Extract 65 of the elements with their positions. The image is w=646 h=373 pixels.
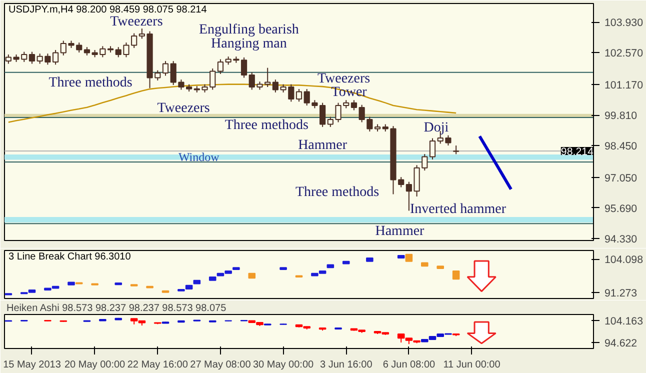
y-tick-label: 102.570 xyxy=(604,48,644,60)
y-tick-label: 97.050 xyxy=(604,172,638,184)
bar xyxy=(68,282,75,286)
bar xyxy=(193,280,201,284)
candlestick xyxy=(350,100,358,111)
bar xyxy=(326,264,334,268)
y-tick-label: 104.098 xyxy=(604,254,644,266)
y-tick-label: 101.170 xyxy=(604,79,644,92)
y-tick-label: 98.450 xyxy=(604,140,638,153)
bar xyxy=(405,254,413,262)
candlestick xyxy=(366,116,373,132)
annotation: Tweezers xyxy=(317,71,370,86)
chart-title: Heiken Ashi 98.573 98.237 98.237 98.573 98.075 xyxy=(6,303,227,314)
y-tick-label: 99.810 xyxy=(604,110,638,122)
x-tick-label: 3 Jun 16:00 xyxy=(320,360,373,370)
candlestick xyxy=(335,102,342,123)
x-tick-label: 11 Jun 00:00 xyxy=(443,360,501,370)
annotation: Three methods xyxy=(295,185,380,200)
y-tick-label: 103.930 xyxy=(604,17,644,30)
annotation: Inverted hammer xyxy=(410,202,506,218)
bar xyxy=(397,254,405,259)
annotation: Tweezers xyxy=(110,14,163,30)
bar xyxy=(342,260,350,264)
candlestick xyxy=(52,49,59,66)
annotation: Engulfing bearish xyxy=(198,22,299,38)
bar xyxy=(366,258,374,262)
annotation: Hammer xyxy=(298,138,348,154)
candlestick xyxy=(358,104,365,123)
bar xyxy=(421,262,428,267)
x-tick-label: 6 Jun 08:00 xyxy=(382,360,436,370)
bar xyxy=(452,270,460,280)
chart-title: 3 Line Break Chart 96.3010 xyxy=(8,252,132,262)
annotation: Tweezers xyxy=(157,100,210,116)
x-tick-label: 30 May 00:00 xyxy=(252,360,314,370)
y-tick-label: 94.622 xyxy=(604,337,638,350)
x-tick-label: 22 May 16:00 xyxy=(127,360,188,370)
band-label: Window xyxy=(178,150,220,164)
candlestick xyxy=(264,67,271,88)
annotation: Three methods xyxy=(48,75,132,90)
bar xyxy=(208,276,216,281)
chart-title: USDJPY.m,H4 98.200 98.459 98.075 98.214 xyxy=(8,4,208,16)
annotation: Hanging man xyxy=(211,36,287,52)
y-tick-label: 95.690 xyxy=(604,202,638,215)
bar xyxy=(248,272,256,279)
candlestick xyxy=(162,60,169,76)
y-tick-label: 104.163 xyxy=(604,316,644,328)
candlestick xyxy=(240,56,248,78)
x-tick-label: 27 May 08:00 xyxy=(190,360,252,370)
candlestick xyxy=(327,116,334,128)
candlestick xyxy=(28,51,36,64)
annotation: Doji xyxy=(424,120,449,136)
annotation: Hammer xyxy=(375,224,425,239)
y-tick-label: 94.330 xyxy=(604,234,638,246)
annotation: Three methods xyxy=(224,118,308,134)
x-tick-label: 20 May 00:00 xyxy=(64,360,126,370)
ref-line-label: 98.214 xyxy=(560,146,594,158)
candlestick xyxy=(217,58,224,74)
candlestick xyxy=(210,68,216,90)
y-tick-label: 91.273 xyxy=(604,287,638,300)
candlestick xyxy=(296,88,302,102)
candlestick xyxy=(429,138,436,160)
bar xyxy=(436,266,444,269)
line-series xyxy=(478,134,513,191)
candlestick xyxy=(320,102,326,128)
x-tick-label: 15 May 2013 xyxy=(3,360,62,370)
